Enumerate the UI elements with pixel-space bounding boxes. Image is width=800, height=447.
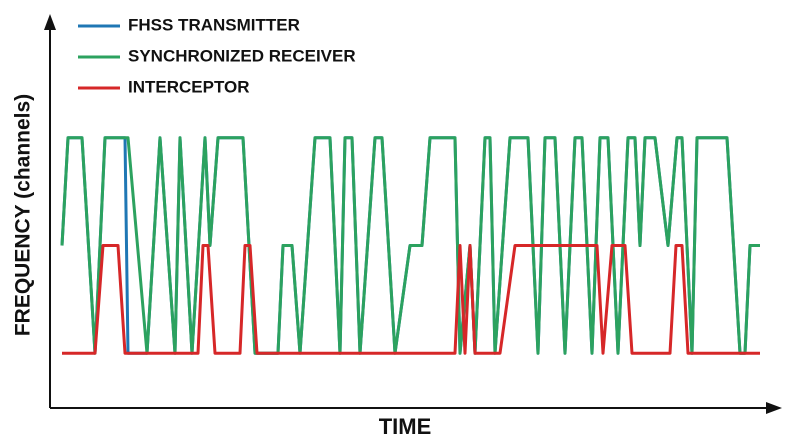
x-axis-label: TIME (379, 414, 432, 439)
plot-area (60, 136, 760, 355)
legend: FHSS TRANSMITTER SYNCHRONIZED RECEIVER INT… (78, 15, 356, 96)
series-line (62, 244, 760, 355)
series-line (60, 136, 760, 355)
legend-label: INTERCEPTOR (128, 77, 250, 96)
y-axis-arrow (44, 14, 56, 30)
y-axis-label: FREQUENCY (channels) (12, 94, 35, 336)
legend-label: SYNCHRONIZED RECEIVER (128, 46, 356, 65)
legend-label: FHSS TRANSMITTER (128, 15, 300, 34)
x-axis-arrow (766, 402, 782, 414)
